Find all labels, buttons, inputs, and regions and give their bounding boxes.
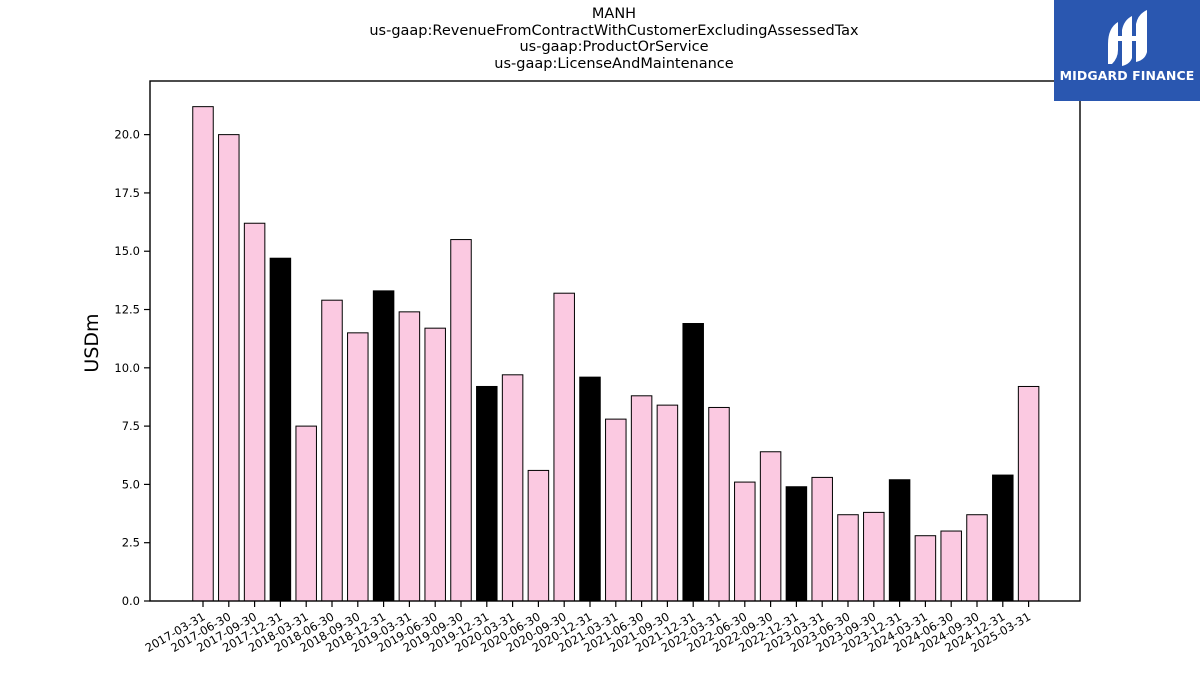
bar: [527, 469, 550, 602]
bar: [940, 530, 962, 602]
bar: [476, 385, 498, 602]
y-tick-label: 5.0: [122, 477, 140, 491]
bar: [914, 535, 937, 602]
bar: [759, 451, 782, 602]
bar: [785, 486, 808, 602]
y-tick-label: 17.5: [114, 186, 140, 200]
bar: [269, 257, 292, 602]
bar: [1017, 385, 1040, 602]
bar: [966, 514, 988, 602]
y-tick-label: 20.0: [114, 128, 140, 142]
bar: [708, 406, 730, 602]
bar: [811, 476, 833, 602]
y-tick-label: 7.5: [122, 419, 140, 433]
y-tick-label: 2.5: [122, 536, 140, 550]
chart-subtitle-member: us-gaap:LicenseAndMaintenance: [494, 55, 734, 72]
bar: [734, 481, 756, 602]
bar: [372, 290, 395, 602]
bar: [863, 511, 885, 602]
y-tick-label: 10.0: [114, 361, 140, 375]
midgard-finance-logo: MIDGARD FINANCE: [1054, 0, 1200, 101]
chart-title-block: MANH us-gaap:RevenueFromContractWithCust…: [214, 6, 1014, 72]
bar: [656, 404, 679, 602]
bar: [553, 292, 575, 602]
bar: [579, 376, 601, 602]
bar: [424, 327, 446, 602]
chart-subtitle-axis: us-gaap:ProductOrService: [519, 39, 709, 55]
bar: [501, 374, 524, 602]
y-axis-label: USDm: [81, 313, 103, 372]
bar: [295, 425, 317, 602]
bar: [398, 311, 421, 602]
midgard-logo-icon: [1108, 10, 1147, 66]
bar: [243, 222, 266, 602]
y-tick-label: 0.0: [122, 594, 140, 608]
bar: [192, 106, 214, 602]
bar: [992, 474, 1014, 602]
bar: [888, 479, 911, 602]
bar: [605, 418, 627, 602]
bar: [630, 395, 653, 602]
bar: [321, 299, 343, 602]
y-tick-label: 15.0: [114, 244, 140, 258]
y-tick-label: 12.5: [114, 303, 140, 317]
bar: [837, 514, 859, 602]
logo-text: MIDGARD FINANCE: [1059, 68, 1195, 83]
bar: [682, 323, 704, 602]
plot-frame: [149, 80, 1081, 602]
chart-subtitle-concept: us-gaap:RevenueFromContractWithCustomerE…: [369, 22, 859, 39]
bar: [450, 239, 472, 602]
bar: [218, 134, 240, 602]
bar: [347, 332, 369, 602]
chart-title: MANH: [591, 6, 637, 22]
